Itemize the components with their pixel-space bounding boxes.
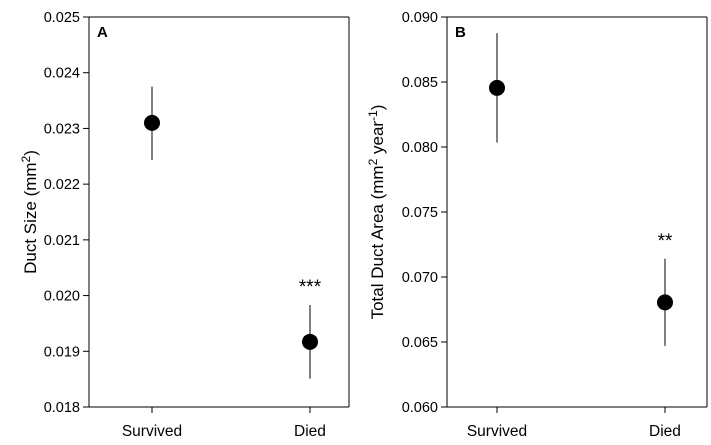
y-tick-label: 0.080	[402, 140, 438, 156]
y-axis-label-part: year	[368, 121, 387, 159]
y-tick-label: 0.024	[44, 66, 80, 82]
panel-label: A	[97, 24, 108, 41]
y-axis-label-part: Duct Size (mm	[21, 162, 40, 273]
x-tick-label: Survived	[122, 423, 182, 440]
x-tick-label: Survived	[467, 423, 527, 440]
y-tick-label: 0.021	[44, 233, 80, 249]
y-tick-label: 0.018	[44, 400, 80, 416]
data-point	[657, 294, 673, 311]
y-tick-label: 0.023	[44, 121, 80, 137]
y-tick-label: 0.025	[44, 10, 80, 26]
data-point	[302, 333, 318, 350]
data-point	[144, 114, 160, 131]
y-axis-label-part: )	[21, 150, 40, 156]
x-tick-label: Died	[294, 423, 326, 440]
y-axis-label-part: )	[368, 105, 387, 111]
significance-label: **	[658, 231, 673, 252]
panel-label: B	[455, 24, 466, 41]
y-tick-label: 0.070	[402, 270, 438, 286]
y-tick-label: 0.075	[402, 205, 438, 221]
y-tick-label: 0.060	[402, 400, 438, 416]
y-tick-label: 0.090	[402, 10, 438, 26]
y-axis-label: Duct Size (mm2)	[19, 150, 40, 274]
y-tick-label: 0.085	[402, 75, 438, 91]
y-axis-label-superscript: 2	[19, 155, 33, 162]
y-axis-label-superscript: 2	[366, 158, 380, 165]
y-tick-label: 0.022	[44, 177, 80, 193]
y-tick-label: 0.065	[402, 335, 438, 351]
significance-label: ***	[299, 277, 322, 298]
x-tick-label: Died	[649, 423, 681, 440]
y-axis-label: Total Duct Area (mm2 year-1)	[366, 105, 387, 320]
y-tick-label: 0.019	[44, 344, 80, 360]
y-axis-label-superscript: -1	[366, 110, 380, 121]
data-point	[489, 79, 505, 96]
panel-a: 0.018 0.019 0.020 0.021 0.022 0.023 0.024 0.025…	[19, 10, 350, 440]
y-axis-label-part: Total Duct Area (mm	[368, 165, 387, 319]
y-tick-label: 0.020	[44, 289, 80, 305]
panel-b: 0.060 0.065 0.070 0.075 0.080 0.085 0.090 Survi…	[366, 10, 708, 440]
